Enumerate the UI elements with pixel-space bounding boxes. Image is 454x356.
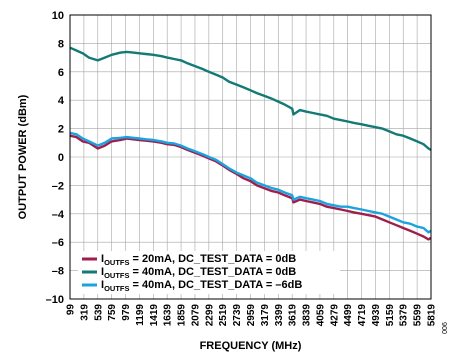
y-tick-label-6: 2: [58, 124, 64, 136]
y-tick-label-9: 8: [58, 38, 64, 50]
x-tick-label-26: 5819: [427, 304, 438, 327]
y-axis-title: OUTPUT POWER (dBm): [17, 94, 29, 219]
x-tick-label-6: 1419: [149, 304, 160, 327]
x-tick-label-21: 4719: [357, 304, 368, 327]
x-axis-title: FREQUENCY (MHz): [200, 340, 302, 352]
x-tick-label-18: 4059: [315, 304, 326, 327]
x-tick-label-22: 4939: [371, 304, 382, 327]
series-line-1: [69, 46, 432, 151]
x-tick-labels: 99 319 539 759 979 1199 1419 1639 1859 2079 2299 25…: [66, 304, 438, 327]
x-tick-label-2: 539: [93, 304, 104, 321]
y-tick-label-4: –2: [52, 180, 64, 192]
y-tick-labels: –10 –8 –6 –4 –2 0 2 4 6 8 10: [46, 10, 65, 306]
x-tick-label-7: 1639: [163, 304, 174, 327]
x-tick-label-15: 3399: [274, 304, 285, 327]
legend-label-1: IOUTFS = 40mA, DC_TEST_DATA = 0dB: [101, 266, 296, 280]
x-tick-label-5: 1199: [135, 304, 146, 326]
series-lines: [69, 46, 432, 241]
x-tick-label-11: 2519: [218, 304, 229, 327]
x-tick-label-9: 2079: [190, 304, 201, 327]
x-tick-label-8: 1859: [177, 304, 188, 327]
legend: IOUTFS = 20mA, DC_TEST_DATA = 0dBIOUTFS …: [82, 253, 302, 293]
series-line-2: [69, 131, 432, 234]
legend-background: [78, 251, 340, 294]
x-tick-label-10: 2299: [204, 304, 215, 327]
x-tick-label-16: 3619: [288, 304, 299, 327]
x-tick-label-4: 979: [121, 304, 132, 321]
x-tick-label-23: 5159: [385, 304, 396, 327]
y-tick-label-10: 10: [52, 10, 64, 22]
x-tick-label-14: 3179: [260, 304, 271, 327]
x-tick-label-17: 3839: [302, 304, 313, 327]
x-tick-label-3: 759: [107, 304, 118, 321]
x-tick-label-24: 5379: [399, 304, 410, 327]
series-line-0: [69, 134, 432, 241]
y-tick-label-7: 4: [58, 95, 65, 107]
x-tick-label-25: 5599: [413, 304, 424, 327]
x-tick-label-19: 4279: [329, 304, 340, 327]
y-tick-label-1: –8: [52, 266, 64, 278]
x-tick-label-1: 319: [79, 304, 90, 321]
y-tick-label-2: –6: [52, 237, 64, 249]
x-tick-label-20: 4499: [343, 304, 354, 327]
y-tick-label-5: 0: [58, 152, 64, 164]
y-tick-label-8: 6: [58, 67, 64, 79]
x-tick-label-0: 99: [66, 304, 77, 316]
legend-label-0: IOUTFS = 20mA, DC_TEST_DATA = 0dB: [101, 253, 296, 267]
figure-id: 006: [442, 322, 449, 334]
x-tick-label-13: 2959: [246, 304, 257, 327]
x-tick-label-12: 2739: [232, 304, 243, 327]
y-tick-label-3: –4: [52, 209, 65, 221]
legend-label-2: IOUTFS = 40mA, DC_TEST_DATA = –6dB: [101, 279, 302, 293]
y-tick-label-0: –10: [46, 294, 64, 306]
plot-frame: [69, 14, 432, 300]
